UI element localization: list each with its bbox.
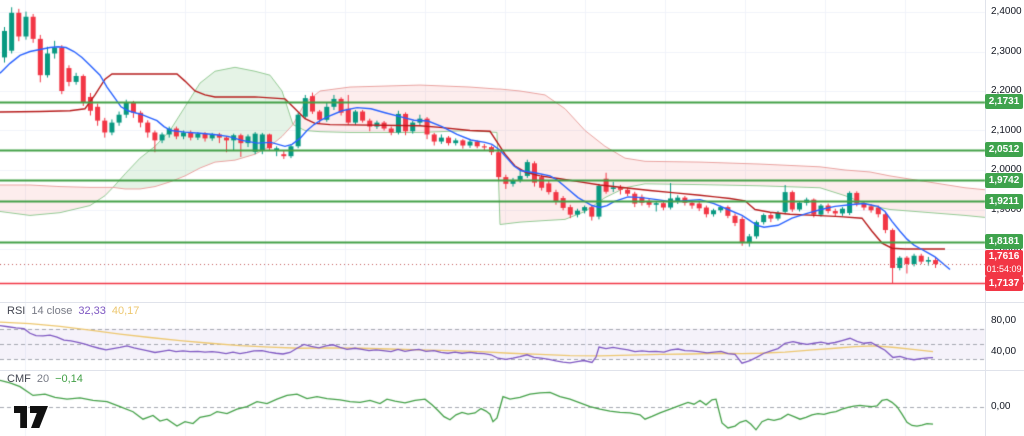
level-price-tag[interactable]: 2,0512 bbox=[985, 142, 1023, 158]
level-price-tag[interactable]: 1,9742 bbox=[985, 172, 1023, 188]
price-tick: 2,3000 bbox=[991, 45, 1022, 57]
pane-separator-rsi[interactable] bbox=[0, 302, 1024, 303]
level-price-tag[interactable]: 1,9211 bbox=[985, 193, 1023, 209]
level-price-tag[interactable]: 2,1731 bbox=[985, 94, 1023, 110]
price-tick: 2,2000 bbox=[991, 85, 1022, 96]
rsi-ma-value: 40,17 bbox=[111, 305, 140, 317]
stop-level-value: 1,7137 bbox=[988, 277, 1020, 289]
rsi-tick: 80,00 bbox=[991, 315, 1017, 326]
stop-level-tag[interactable]: 1,7137 bbox=[985, 275, 1023, 291]
cmf-value: −0,14 bbox=[55, 373, 83, 385]
last-price-value: 1,7616 bbox=[988, 251, 1020, 262]
rsi-value: 32,33 bbox=[78, 305, 106, 317]
cmf-legend[interactable]: CMF 20 −0,14 bbox=[7, 373, 83, 385]
price-tick: 2,4000 bbox=[991, 6, 1022, 17]
price-tick: 2,1000 bbox=[991, 124, 1022, 136]
last-price-countdown: 01:54:09 bbox=[986, 264, 1022, 274]
cmf-title: CMF bbox=[7, 373, 31, 385]
rsi-title: RSI bbox=[7, 305, 26, 317]
last-price-tag: 1,7616 01:54:09 bbox=[985, 250, 1023, 276]
pane-separator-cmf[interactable] bbox=[0, 370, 1024, 371]
price-axis[interactable]: 1,7616 01:54:09 1,7137 2,4000 2,3000 2,200… bbox=[985, 0, 1024, 436]
cmf-tick: 0,00 bbox=[991, 400, 1011, 412]
price-tick: 1,9000 bbox=[991, 203, 1022, 215]
price-tick: 2,0000 bbox=[991, 164, 1022, 175]
rsi-params: 14 close bbox=[31, 305, 73, 317]
rsi-tick: 40,00 bbox=[991, 345, 1017, 357]
tradingview-logo[interactable] bbox=[14, 406, 56, 428]
level-price-tag[interactable]: 1,8181 bbox=[985, 234, 1023, 250]
cmf-params: 20 bbox=[36, 373, 50, 385]
rsi-legend[interactable]: RSI 14 close 32,33 40,17 bbox=[7, 305, 139, 317]
